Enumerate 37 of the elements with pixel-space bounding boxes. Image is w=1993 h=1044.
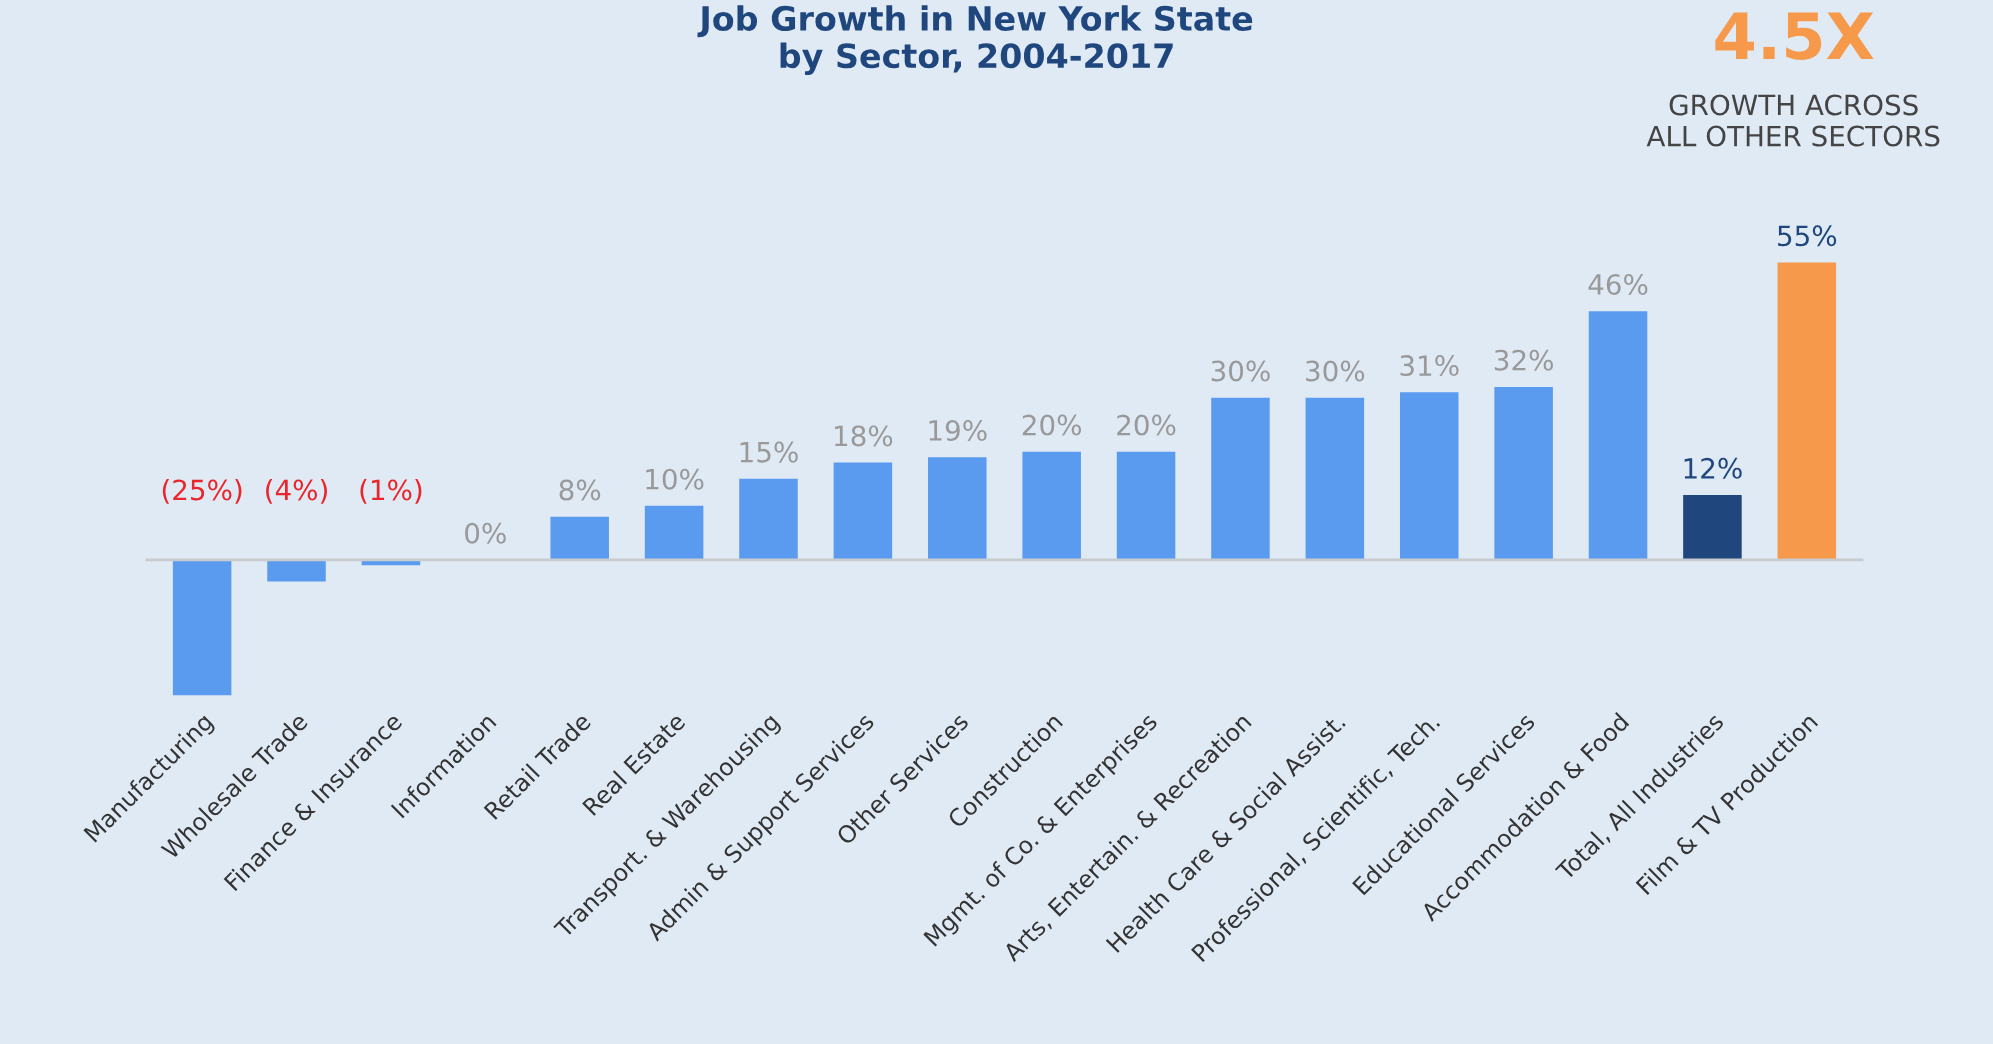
bar: [644, 505, 704, 560]
data-label: (25%): [162, 479, 242, 504]
text: 4.5X: [1715, 12, 1874, 60]
text: GROWTH ACROSS ALL OTHER SECTORS: [1646, 94, 1940, 147]
data-label: 31%: [1400, 355, 1459, 377]
bar: [172, 559, 232, 696]
data-label: 10%: [646, 468, 704, 490]
data-label: 46%: [1588, 273, 1648, 295]
data-label: 8%: [559, 479, 601, 501]
bar: [1022, 451, 1081, 560]
bar: [1683, 495, 1742, 560]
bar: [1211, 397, 1270, 560]
bar: [833, 462, 893, 560]
data-label: (1%): [360, 479, 422, 504]
chart-title: Job Growth in New York State by Sector, 2004-2017: [697, 5, 1253, 76]
data-label: 20%: [1117, 414, 1176, 436]
data-label: 18%: [835, 425, 893, 447]
data-label: 0%: [465, 522, 506, 544]
bar: [1305, 397, 1365, 560]
bar: [1399, 392, 1459, 560]
bar: [1494, 386, 1553, 560]
data-label: 30%: [1211, 360, 1270, 382]
data-label: 15%: [740, 441, 798, 463]
data-label: (4%): [266, 479, 327, 504]
data-label: 32%: [1494, 349, 1553, 371]
bar: [267, 559, 326, 582]
bar: [1588, 311, 1648, 560]
bar: [1116, 451, 1176, 560]
bar: [550, 516, 609, 560]
bar: [1777, 262, 1837, 560]
data-label: 19%: [929, 419, 987, 441]
bar: [928, 457, 987, 560]
data-label: 20%: [1022, 414, 1082, 436]
data-label: 12%: [1684, 457, 1742, 479]
bar: [739, 478, 798, 560]
data-label: 30%: [1306, 360, 1365, 382]
data-label: 55%: [1778, 225, 1837, 247]
